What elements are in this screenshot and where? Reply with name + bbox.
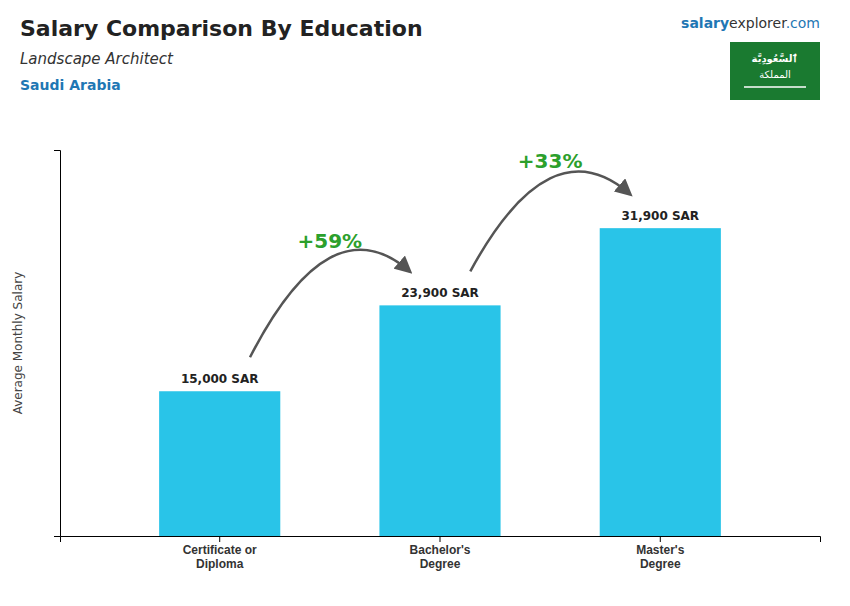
- x-tick-mark: [440, 536, 441, 542]
- y-axis: [54, 151, 61, 537]
- x-tick: Certificate orDiploma: [183, 536, 257, 571]
- x-tick: Master'sDegree: [636, 536, 685, 571]
- data-label: 23,900 SAR: [401, 286, 479, 300]
- x-tick-label-line: Degree: [420, 557, 461, 571]
- y-axis-line: [54, 151, 61, 537]
- y-axis-title: Average Monthly Salary: [11, 272, 25, 415]
- data-label: 31,900 SAR: [621, 209, 699, 223]
- x-tick-label-line: Certificate or: [183, 543, 257, 557]
- bar: [159, 391, 280, 536]
- x-tick-mark: [219, 536, 220, 542]
- x-tick-label: Certificate orDiploma: [183, 543, 257, 571]
- bar: [379, 305, 500, 536]
- x-tick-label-line: Diploma: [196, 557, 244, 571]
- flag-sword: [744, 86, 806, 88]
- chart: Salary Comparison By Education Landscape …: [0, 0, 850, 606]
- x-tick-mark: [660, 536, 661, 542]
- arrow: [250, 250, 410, 358]
- x-axis: Certificate orDiplomaBachelor'sDegreeMas…: [61, 536, 821, 571]
- country: Saudi Arabia: [20, 77, 121, 93]
- x-tick-label-line: Degree: [640, 557, 681, 571]
- arrow: [470, 172, 630, 272]
- x-tick-label: Bachelor'sDegree: [410, 543, 471, 571]
- watermark-part: salary: [681, 15, 729, 31]
- bar: [600, 228, 721, 536]
- watermark: salaryexplorer.com: [681, 15, 820, 31]
- arrows: +59% +33%: [250, 149, 630, 357]
- data-labels: 15,000 SAR 23,900 SAR 31,900 SAR: [181, 209, 699, 386]
- flag-text: ٱلسَّعُودِيَّة: [752, 53, 799, 65]
- x-tick: Bachelor'sDegree: [410, 536, 471, 571]
- flag: ٱلسَّعُودِيَّة المملكة: [730, 42, 820, 100]
- watermark-part: .com: [786, 15, 820, 31]
- flag-text: المملكة: [759, 69, 791, 80]
- x-tick-label-line: Master's: [636, 543, 685, 557]
- plot: Certificate orDiplomaBachelor'sDegreeMas…: [54, 149, 821, 570]
- x-axis-line: [61, 537, 821, 543]
- title: Salary Comparison By Education: [20, 16, 423, 41]
- watermark-part: explorer: [729, 15, 787, 31]
- data-label: 15,000 SAR: [181, 372, 259, 386]
- x-tick-label: Master'sDegree: [636, 543, 685, 571]
- bars: [159, 228, 721, 536]
- subtitle: Landscape Architect: [20, 50, 174, 68]
- flag-background: [730, 42, 820, 100]
- x-tick-label-line: Bachelor's: [410, 543, 471, 557]
- pct-label: +59%: [298, 229, 363, 253]
- pct-label: +33%: [518, 149, 583, 173]
